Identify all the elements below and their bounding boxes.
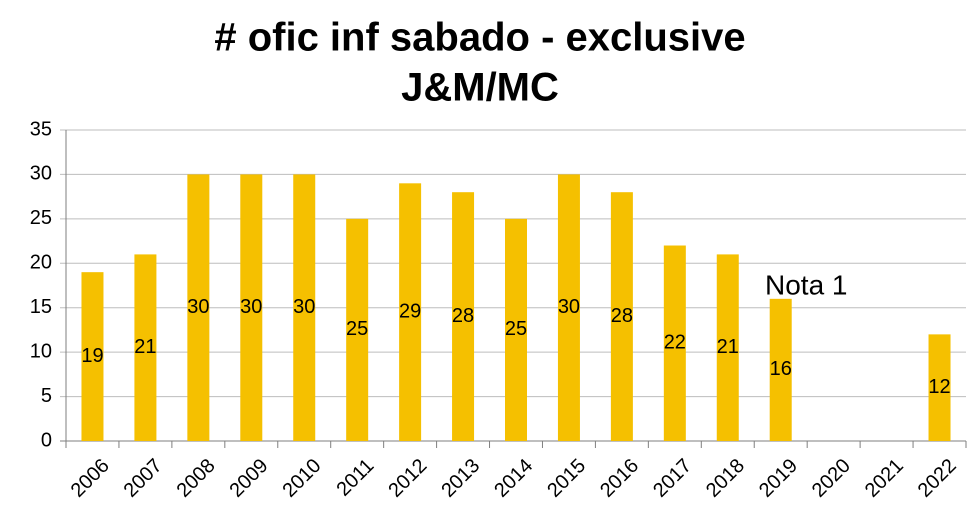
data-label: 25 <box>346 318 368 340</box>
bar <box>134 254 157 441</box>
data-label: 30 <box>558 296 580 318</box>
x-tick-label: 2021 <box>861 455 908 502</box>
x-tick-label: 2019 <box>755 455 802 502</box>
bar <box>663 245 686 441</box>
bar <box>505 218 527 441</box>
bar <box>399 183 422 442</box>
data-label: 28 <box>611 305 633 327</box>
x-tick-label: 2007 <box>120 455 167 502</box>
data-label: 30 <box>240 296 262 318</box>
bar <box>346 218 369 441</box>
y-tick-label: 15 <box>30 296 52 318</box>
x-tick-label: 2017 <box>649 455 696 502</box>
x-tick-label: 2018 <box>702 455 749 502</box>
x-tick-label: 2020 <box>808 455 855 502</box>
chart-title: J&M/MC <box>401 66 559 110</box>
chart-title: # ofic inf sabado - exclusive <box>214 16 745 60</box>
bar <box>81 272 104 441</box>
bar <box>187 174 210 441</box>
bar <box>769 298 792 441</box>
data-label: 21 <box>717 336 739 358</box>
annotation: Nota 1 <box>765 269 848 300</box>
x-tick-label: 2011 <box>332 455 378 501</box>
bar <box>610 192 633 441</box>
x-tick-label: 2010 <box>278 455 325 502</box>
bar <box>452 192 475 441</box>
data-label: 30 <box>187 296 209 318</box>
bar <box>557 174 580 441</box>
data-label: 25 <box>505 318 527 340</box>
x-tick-label: 2022 <box>914 455 961 502</box>
data-label: 21 <box>134 336 156 358</box>
bar <box>716 254 739 441</box>
x-tick-label: 2014 <box>490 455 537 502</box>
y-tick-label: 35 <box>30 118 52 140</box>
data-label: 12 <box>928 376 950 398</box>
x-tick-label: 2013 <box>437 455 484 502</box>
data-label: 22 <box>664 332 686 354</box>
data-label: 19 <box>81 345 103 367</box>
x-tick-label: 2016 <box>596 455 643 502</box>
x-tick-label: 2009 <box>226 455 273 502</box>
y-tick-label: 5 <box>41 385 52 407</box>
y-tick-label: 0 <box>41 429 52 451</box>
x-tick-label: 2006 <box>67 455 114 502</box>
bar <box>240 174 263 441</box>
data-label: 30 <box>293 296 315 318</box>
x-tick-label: 2015 <box>543 455 590 502</box>
y-tick-label: 25 <box>30 207 52 229</box>
y-tick-label: 10 <box>30 340 52 362</box>
y-tick-label: 30 <box>30 163 52 185</box>
y-tick-label: 20 <box>30 252 52 274</box>
x-tick-label: 2012 <box>384 455 431 502</box>
bar <box>293 174 316 441</box>
data-label: 16 <box>770 358 792 380</box>
data-label: 28 <box>452 305 474 327</box>
x-tick-label: 2008 <box>173 455 220 502</box>
data-label: 29 <box>399 300 421 322</box>
bar <box>928 334 951 441</box>
